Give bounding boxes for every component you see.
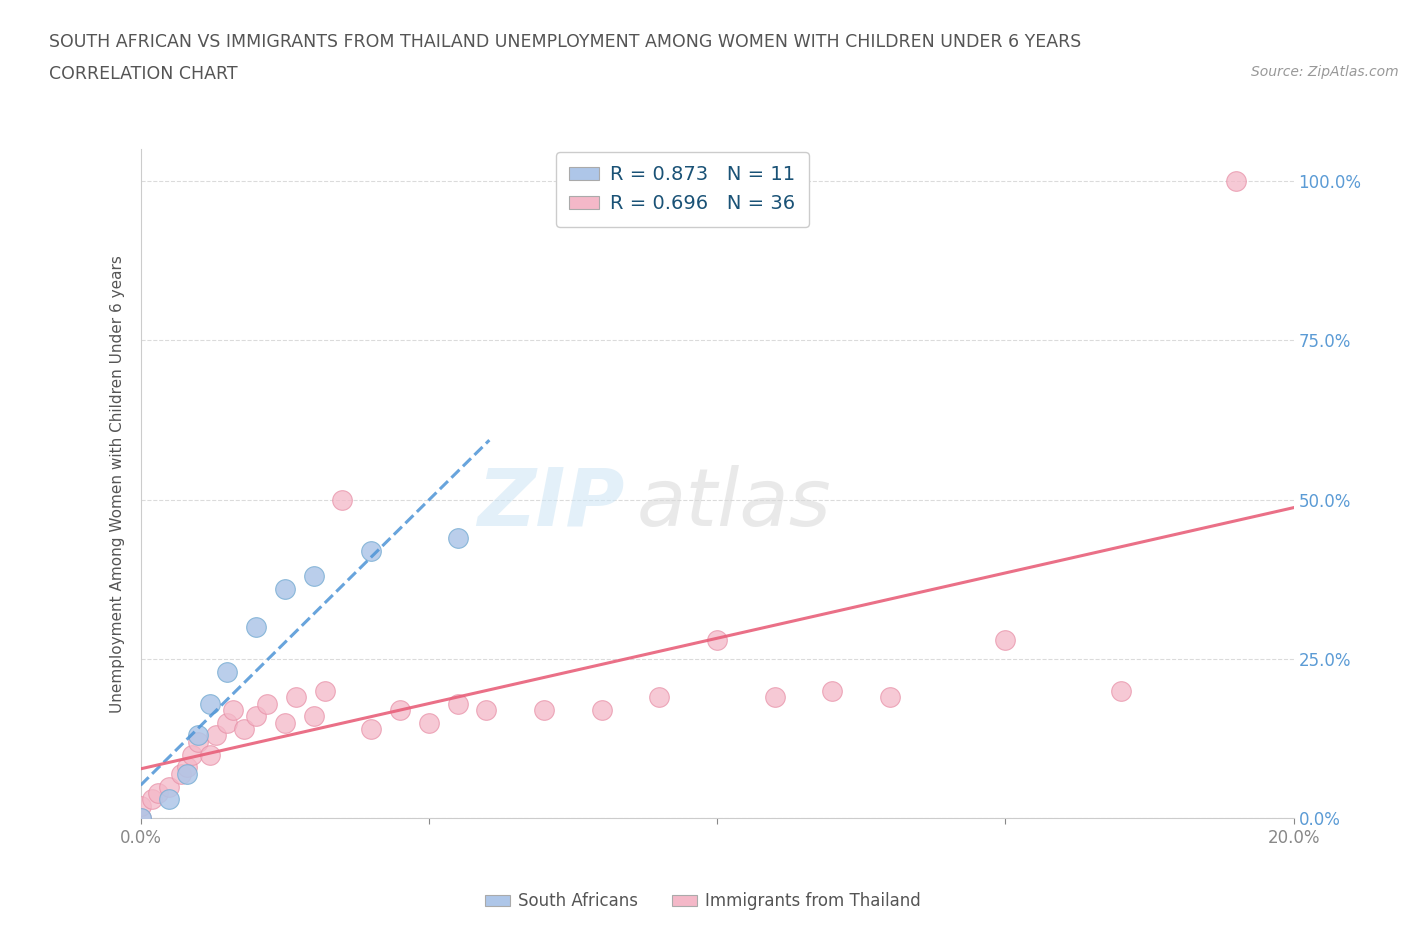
Point bbox=[821, 684, 844, 698]
Point bbox=[879, 690, 901, 705]
Point bbox=[533, 702, 555, 717]
Point bbox=[274, 581, 297, 596]
Point bbox=[198, 697, 221, 711]
Point bbox=[176, 766, 198, 781]
Point bbox=[217, 715, 239, 730]
Text: SOUTH AFRICAN VS IMMIGRANTS FROM THAILAND UNEMPLOYMENT AMONG WOMEN WITH CHILDREN: SOUTH AFRICAN VS IMMIGRANTS FROM THAILAN… bbox=[49, 33, 1081, 50]
Point bbox=[222, 702, 245, 717]
Point bbox=[447, 697, 470, 711]
Text: CORRELATION CHART: CORRELATION CHART bbox=[49, 65, 238, 83]
Point bbox=[129, 798, 152, 813]
Point bbox=[994, 632, 1017, 647]
Point bbox=[332, 492, 354, 507]
Point bbox=[447, 530, 470, 545]
Point bbox=[706, 632, 728, 647]
Point bbox=[1109, 684, 1132, 698]
Point bbox=[475, 702, 498, 717]
Point bbox=[217, 664, 239, 679]
Point bbox=[1225, 173, 1247, 188]
Legend: South Africans, Immigrants from Thailand: South Africans, Immigrants from Thailand bbox=[478, 885, 928, 917]
Point bbox=[187, 728, 209, 743]
Point bbox=[256, 697, 278, 711]
Point bbox=[129, 811, 152, 826]
Point bbox=[187, 735, 209, 750]
Point bbox=[763, 690, 786, 705]
Point bbox=[360, 722, 382, 737]
Point bbox=[233, 722, 256, 737]
Point bbox=[176, 760, 198, 775]
Point bbox=[159, 779, 180, 794]
Point bbox=[302, 568, 325, 583]
Point bbox=[181, 747, 204, 762]
Point bbox=[159, 791, 180, 806]
Point bbox=[302, 709, 325, 724]
Point bbox=[418, 715, 440, 730]
Text: ZIP: ZIP bbox=[478, 465, 624, 543]
Point bbox=[314, 684, 336, 698]
Point bbox=[245, 709, 267, 724]
Point bbox=[274, 715, 297, 730]
Point bbox=[170, 766, 193, 781]
Text: Source: ZipAtlas.com: Source: ZipAtlas.com bbox=[1251, 65, 1399, 79]
Point bbox=[245, 619, 267, 634]
Point bbox=[129, 811, 152, 826]
Point bbox=[591, 702, 613, 717]
Legend: R = 0.873   N = 11, R = 0.696   N = 36: R = 0.873 N = 11, R = 0.696 N = 36 bbox=[555, 152, 808, 227]
Point bbox=[146, 786, 169, 801]
Point bbox=[198, 747, 221, 762]
Text: atlas: atlas bbox=[637, 465, 831, 543]
Point bbox=[204, 728, 226, 743]
Point bbox=[648, 690, 671, 705]
Point bbox=[360, 543, 382, 558]
Point bbox=[388, 702, 411, 717]
Y-axis label: Unemployment Among Women with Children Under 6 years: Unemployment Among Women with Children U… bbox=[110, 255, 125, 712]
Point bbox=[285, 690, 308, 705]
Point bbox=[141, 791, 163, 806]
